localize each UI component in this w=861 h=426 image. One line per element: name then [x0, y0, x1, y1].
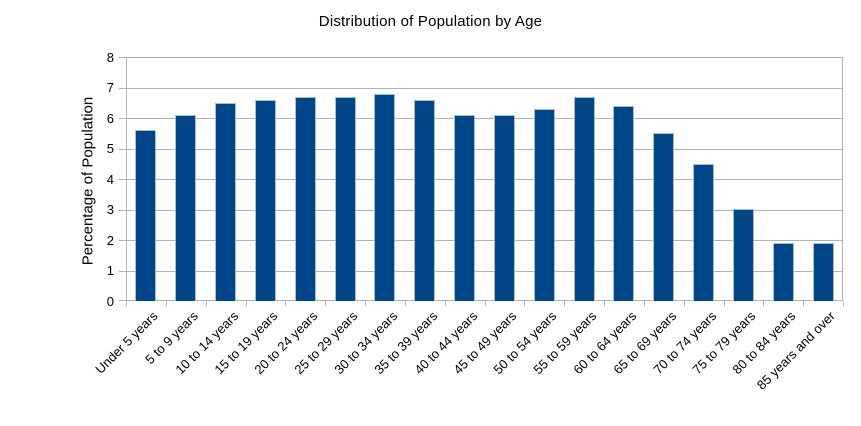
bar-65-to-69-years	[653, 133, 674, 301]
gridline	[126, 240, 843, 241]
gridline	[126, 209, 843, 211]
bar-15-to-19-years	[255, 100, 276, 301]
y-axis-line	[126, 57, 127, 301]
bar-5-to-9-years	[175, 115, 196, 301]
x-axis-tick	[325, 301, 326, 306]
bar-45-to-49-years	[494, 115, 515, 301]
bar-85-years-and-over	[813, 243, 834, 301]
bar-under-5-years	[135, 130, 156, 301]
bar-75-to-79-years	[733, 209, 754, 301]
bar-70-to-74-years	[693, 164, 714, 301]
x-axis-tick	[246, 301, 247, 306]
y-axis-tick	[119, 87, 126, 89]
bar-60-to-64-years	[613, 106, 634, 301]
x-axis-tick	[644, 301, 645, 306]
y-axis-tick	[119, 118, 126, 119]
x-axis-tick	[803, 301, 804, 306]
gridline	[126, 179, 843, 180]
plot-area	[119, 57, 844, 306]
y-tick-label: 0	[106, 294, 114, 309]
x-tick-label: Under 5 years	[92, 308, 161, 377]
bar-55-to-59-years	[574, 97, 595, 301]
x-axis-tick	[126, 301, 127, 306]
gridline	[126, 57, 843, 58]
bar-20-to-24-years	[295, 97, 316, 301]
y-tick-label: 4	[106, 172, 114, 187]
y-tick-label: 2	[106, 233, 114, 248]
y-axis-tick	[119, 240, 126, 241]
gridline	[126, 270, 843, 272]
y-tick-label: 8	[106, 50, 114, 65]
gridline	[126, 118, 843, 119]
y-axis-tick	[119, 209, 126, 211]
y-axis-tick	[119, 270, 126, 272]
x-axis-tick	[524, 301, 525, 306]
gridline	[126, 87, 843, 89]
y-tick-label: 7	[106, 80, 114, 95]
y-tick-label: 6	[106, 111, 114, 126]
bar-25-to-29-years	[335, 97, 356, 301]
gridline	[126, 300, 843, 301]
y-tick-label: 1	[106, 263, 114, 278]
x-axis-tick	[843, 301, 844, 306]
bar-50-to-54-years	[534, 109, 555, 301]
bar-40-to-44-years	[454, 115, 475, 301]
bar-10-to-14-years	[215, 103, 236, 301]
y-axis-tick	[119, 179, 126, 180]
x-tick-label: 85 years and over	[753, 308, 838, 393]
bar-30-to-34-years	[374, 94, 395, 301]
x-axis-tick	[365, 301, 366, 306]
x-axis-tick	[405, 301, 406, 306]
x-axis-tick	[763, 301, 764, 306]
bar-35-to-39-years	[414, 100, 435, 301]
x-axis-tick	[604, 301, 605, 306]
x-axis-tick	[285, 301, 286, 306]
y-axis-tick	[119, 148, 126, 150]
x-axis-tick	[724, 301, 725, 306]
y-tick-label: 5	[106, 141, 114, 156]
gridline	[126, 148, 843, 150]
y-axis-tick	[119, 300, 126, 301]
x-axis-tick	[485, 301, 486, 306]
bar-80-to-84-years	[773, 243, 794, 301]
x-axis-tick	[166, 301, 167, 306]
y-tick-label: 3	[106, 202, 114, 217]
x-axis-tick	[564, 301, 565, 306]
plot-right-border	[842, 57, 843, 301]
x-axis-tick	[445, 301, 446, 306]
x-axis-tick	[206, 301, 207, 306]
y-axis-tick	[119, 57, 126, 58]
x-axis-tick	[684, 301, 685, 306]
chart-title: Distribution of Population by Age	[318, 13, 543, 30]
